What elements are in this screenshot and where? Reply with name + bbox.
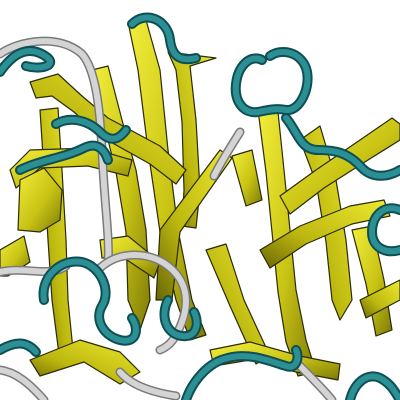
coil [0,367,47,400]
turn-loop [347,373,400,400]
turn-loop [283,115,400,179]
turn-loop [53,116,129,142]
coil [211,129,243,179]
strand-arrow [17,167,63,233]
turn-loops [0,12,400,400]
left-domain-strands [0,19,233,385]
strand-arrow [359,279,400,319]
turn-loop [183,347,301,400]
coil [117,369,179,399]
turn-loop [161,297,200,340]
coil [97,252,189,353]
strand-arrow [155,149,233,301]
turn-loop [129,14,199,63]
right-domain-strands [205,109,400,381]
strand-arrow [167,51,217,229]
strand-arrow [259,199,391,269]
coil-segments [0,36,337,400]
turn-loop [0,47,53,75]
turn-loop [232,49,311,116]
coil [297,363,335,400]
turn-loop [369,205,400,255]
strand-arrow [231,149,263,207]
strand-arrow [29,73,187,185]
turn-loop [0,340,39,355]
turn-loop [17,142,111,173]
turn-loop [40,258,139,344]
coil [0,38,112,265]
